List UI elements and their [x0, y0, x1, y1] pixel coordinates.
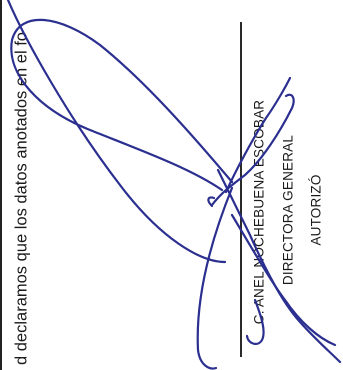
body-text-line: d declaramos que los datos anotados en e…	[12, 32, 31, 365]
signature-line	[240, 22, 242, 357]
signature-stroke-loop	[10, 18, 234, 192]
page-left-border	[0, 0, 2, 370]
signatory-action: AUTORIZÓ	[308, 174, 324, 246]
signature-stroke-lower-sweep	[196, 186, 234, 370]
signatory-name: C. ANEL NOCHEBUENA ESCOBAR	[251, 99, 267, 325]
signature-stroke-hook	[207, 196, 216, 208]
signatory-title: DIRECTORA GENERAL	[280, 134, 296, 286]
signature-stroke-descender	[6, 0, 227, 264]
